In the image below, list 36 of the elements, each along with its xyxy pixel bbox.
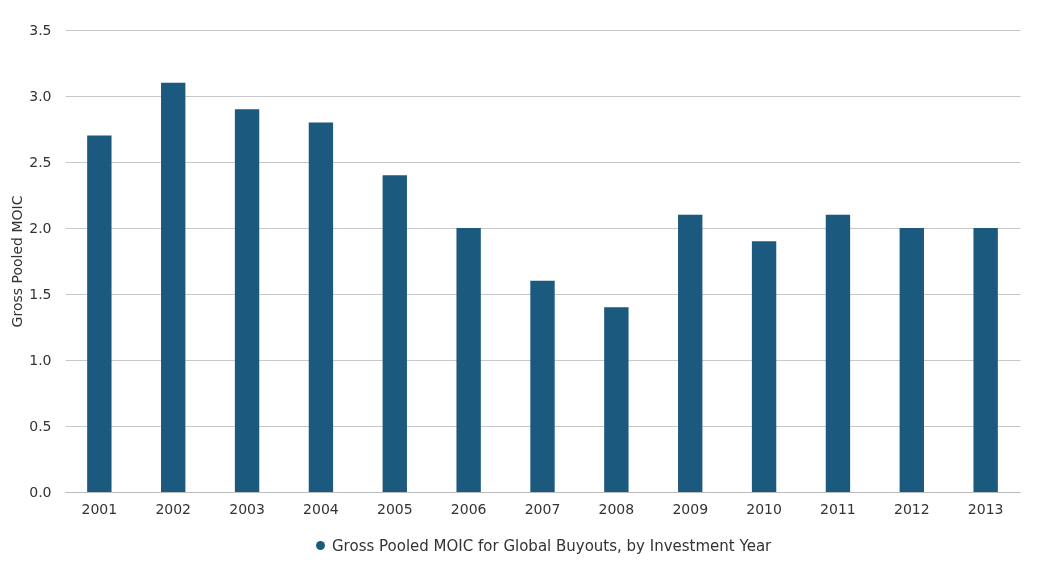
bar [530,280,555,492]
x-tick-label: 2002 [155,500,192,517]
bar [899,228,924,492]
y-tick-label: 1.0 [29,351,52,368]
y-tick-label: 3.0 [29,87,52,104]
legend-label: Gross Pooled MOIC for Global Buyouts, by Investment Year [332,536,773,555]
x-tick-label: 2005 [376,500,413,517]
y-tick-label: 0.0 [29,483,52,500]
bar [87,135,112,492]
x-tick-label: 2007 [524,500,561,517]
bar [604,307,629,492]
bar [308,122,334,492]
x-tick-label: 2004 [303,500,339,517]
bar [456,228,481,492]
x-tick-label: 2003 [229,500,265,517]
bar [382,175,407,492]
x-tick-label: 2010 [746,500,782,517]
bar [751,241,777,492]
bar [234,109,260,492]
x-tick-label: 2006 [450,500,487,517]
y-tick-label: 1.5 [29,285,52,302]
y-axis-title: Gross Pooled MOIC [9,195,26,328]
x-tick-label: 2008 [598,500,635,517]
x-tick-label: 2012 [893,500,930,517]
y-tick-label: 2.0 [29,219,52,236]
x-tick-label: 2009 [672,500,709,517]
y-tick-label: 3.5 [29,21,52,38]
bar [678,214,703,492]
x-tick-label: 2011 [820,500,856,517]
x-tick-label: 2013 [967,500,1004,517]
bar [825,214,851,492]
bar [161,82,186,492]
bar [973,228,998,492]
x-tick-label: 2001 [81,500,118,517]
y-tick-label: 2.5 [29,153,52,170]
y-tick-label: 0.5 [29,417,52,434]
